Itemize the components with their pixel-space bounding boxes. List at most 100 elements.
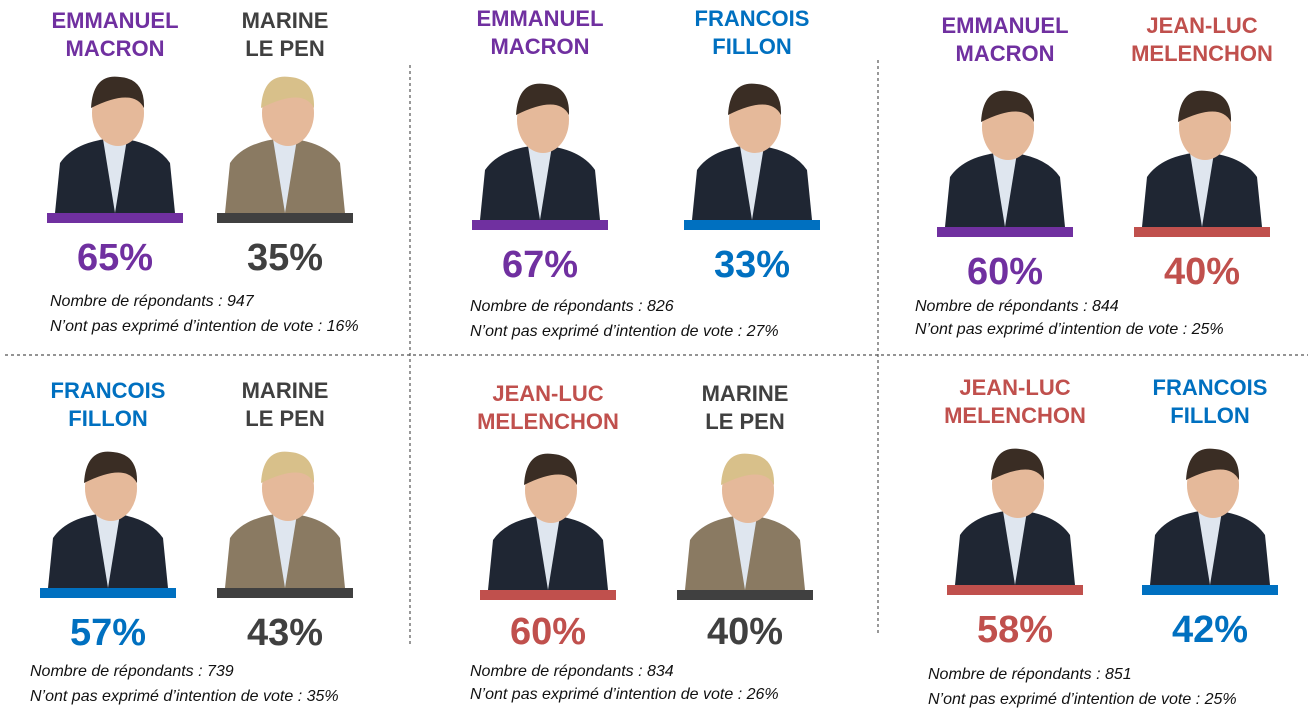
result-percent: 40% bbox=[1164, 251, 1240, 293]
color-bar bbox=[217, 213, 353, 223]
photo-hair bbox=[261, 451, 315, 483]
candidate-name: MELENCHON bbox=[1131, 41, 1273, 66]
respondents: Nombre de répondants : 826 bbox=[470, 298, 674, 315]
no-intent: N’ont pas exprimé d’intention de vote : … bbox=[928, 691, 1237, 708]
candidate-name: MARINE bbox=[242, 8, 329, 33]
respondents: Nombre de répondants : 834 bbox=[470, 663, 674, 680]
poll-panel: EMMANUEL MACRON 67% FRANCOIS FILLON 33% Nombre… bbox=[470, 6, 820, 340]
candidate-name: FILLON bbox=[68, 406, 147, 431]
candidate-photo bbox=[1142, 90, 1262, 227]
candidate-name: LE PEN bbox=[245, 406, 324, 431]
no-intent: N’ont pas exprimé d’intention de vote : … bbox=[50, 318, 359, 335]
candidate-name: EMMANUEL bbox=[51, 8, 178, 33]
photo-hair bbox=[261, 76, 315, 108]
result-percent: 65% bbox=[77, 237, 153, 279]
respondents: Nombre de répondants : 947 bbox=[50, 293, 255, 310]
poll-panel: FRANCOIS FILLON 57% MARINE LE PEN 43% Nombre d… bbox=[30, 378, 353, 705]
candidate-name: JEAN-LUC bbox=[959, 375, 1070, 400]
result-percent: 60% bbox=[510, 611, 586, 653]
photo-hair bbox=[516, 83, 570, 115]
candidate-name: FRANCOIS bbox=[51, 378, 166, 403]
candidate-name: LE PEN bbox=[705, 409, 784, 434]
color-bar bbox=[677, 590, 813, 600]
photo-hair bbox=[721, 453, 775, 485]
photo-shirt bbox=[96, 514, 120, 588]
candidate-photo bbox=[48, 451, 168, 588]
candidate-photo bbox=[225, 76, 345, 213]
candidate-name: JEAN-LUC bbox=[492, 381, 603, 406]
candidate-photo bbox=[692, 83, 812, 220]
candidate-name: MACRON bbox=[491, 34, 590, 59]
color-bar bbox=[40, 588, 176, 598]
candidate-photo bbox=[480, 83, 600, 220]
color-bar bbox=[47, 213, 183, 223]
candidate-name: MELENCHON bbox=[944, 403, 1086, 428]
photo-shirt bbox=[103, 139, 127, 213]
respondents: Nombre de répondants : 739 bbox=[30, 663, 234, 680]
result-percent: 58% bbox=[977, 609, 1053, 651]
candidate-photo bbox=[685, 453, 805, 590]
candidate-photo bbox=[1150, 448, 1270, 585]
candidate-photo bbox=[225, 451, 345, 588]
candidate-name: FILLON bbox=[712, 34, 791, 59]
color-bar bbox=[1134, 227, 1270, 237]
poll-panel: JEAN-LUC MELENCHON 58% FRANCOIS FILLON 42% Nom… bbox=[928, 375, 1278, 708]
candidate-name: MARINE bbox=[242, 378, 329, 403]
candidate-name: MACRON bbox=[956, 41, 1055, 66]
color-bar bbox=[947, 585, 1083, 595]
color-bar bbox=[937, 227, 1073, 237]
photo-shirt bbox=[536, 516, 560, 590]
photo-hair bbox=[1178, 90, 1232, 122]
candidate-photo bbox=[488, 453, 608, 590]
photo-hair bbox=[981, 90, 1035, 122]
photo-hair bbox=[84, 451, 138, 483]
photo-shirt bbox=[528, 146, 552, 220]
candidate-photo bbox=[945, 90, 1065, 227]
candidate-name: FRANCOIS bbox=[695, 6, 810, 31]
respondents: Nombre de répondants : 844 bbox=[915, 298, 1119, 315]
photo-shirt bbox=[1190, 153, 1214, 227]
candidate-photo bbox=[955, 448, 1075, 585]
photo-shirt bbox=[273, 139, 297, 213]
photo-shirt bbox=[273, 514, 297, 588]
poll-panel: EMMANUEL MACRON 65% MARINE LE PEN 35% Nombre d… bbox=[47, 8, 359, 335]
candidate-name: MELENCHON bbox=[477, 409, 619, 434]
photo-hair bbox=[524, 453, 578, 485]
no-intent: N’ont pas exprimé d’intention de vote : … bbox=[470, 323, 779, 340]
color-bar bbox=[684, 220, 820, 230]
poll-panel: EMMANUEL MACRON 60% JEAN-LUC MELENCHON 40% Nom… bbox=[915, 13, 1273, 338]
photo-hair bbox=[728, 83, 782, 115]
candidate-name: FILLON bbox=[1170, 403, 1249, 428]
poll-panel: JEAN-LUC MELENCHON 60% MARINE LE PEN 40% Nombr… bbox=[470, 381, 813, 703]
result-percent: 57% bbox=[70, 612, 146, 654]
respondents: Nombre de répondants : 851 bbox=[928, 666, 1132, 683]
photo-hair bbox=[991, 448, 1045, 480]
candidate-name: FRANCOIS bbox=[1153, 375, 1268, 400]
photo-shirt bbox=[1198, 511, 1222, 585]
no-intent: N’ont pas exprimé d’intention de vote : … bbox=[30, 688, 339, 705]
photo-shirt bbox=[740, 146, 764, 220]
color-bar bbox=[1142, 585, 1278, 595]
photo-shirt bbox=[733, 516, 757, 590]
candidate-name: EMMANUEL bbox=[476, 6, 603, 31]
no-intent: N’ont pas exprimé d’intention de vote : … bbox=[915, 321, 1224, 338]
candidate-photo bbox=[55, 76, 175, 213]
candidate-name: MACRON bbox=[66, 36, 165, 61]
photo-hair bbox=[91, 76, 145, 108]
color-bar bbox=[480, 590, 616, 600]
color-bar bbox=[472, 220, 608, 230]
photo-shirt bbox=[993, 153, 1017, 227]
result-percent: 33% bbox=[714, 244, 790, 286]
result-percent: 67% bbox=[502, 244, 578, 286]
candidate-name: JEAN-LUC bbox=[1146, 13, 1257, 38]
candidate-name: EMMANUEL bbox=[941, 13, 1068, 38]
candidate-name: MARINE bbox=[702, 381, 789, 406]
result-percent: 35% bbox=[247, 237, 323, 279]
result-percent: 40% bbox=[707, 611, 783, 653]
candidate-name: LE PEN bbox=[245, 36, 324, 61]
photo-hair bbox=[1186, 448, 1240, 480]
result-percent: 43% bbox=[247, 612, 323, 654]
photo-shirt bbox=[1003, 511, 1027, 585]
color-bar bbox=[217, 588, 353, 598]
